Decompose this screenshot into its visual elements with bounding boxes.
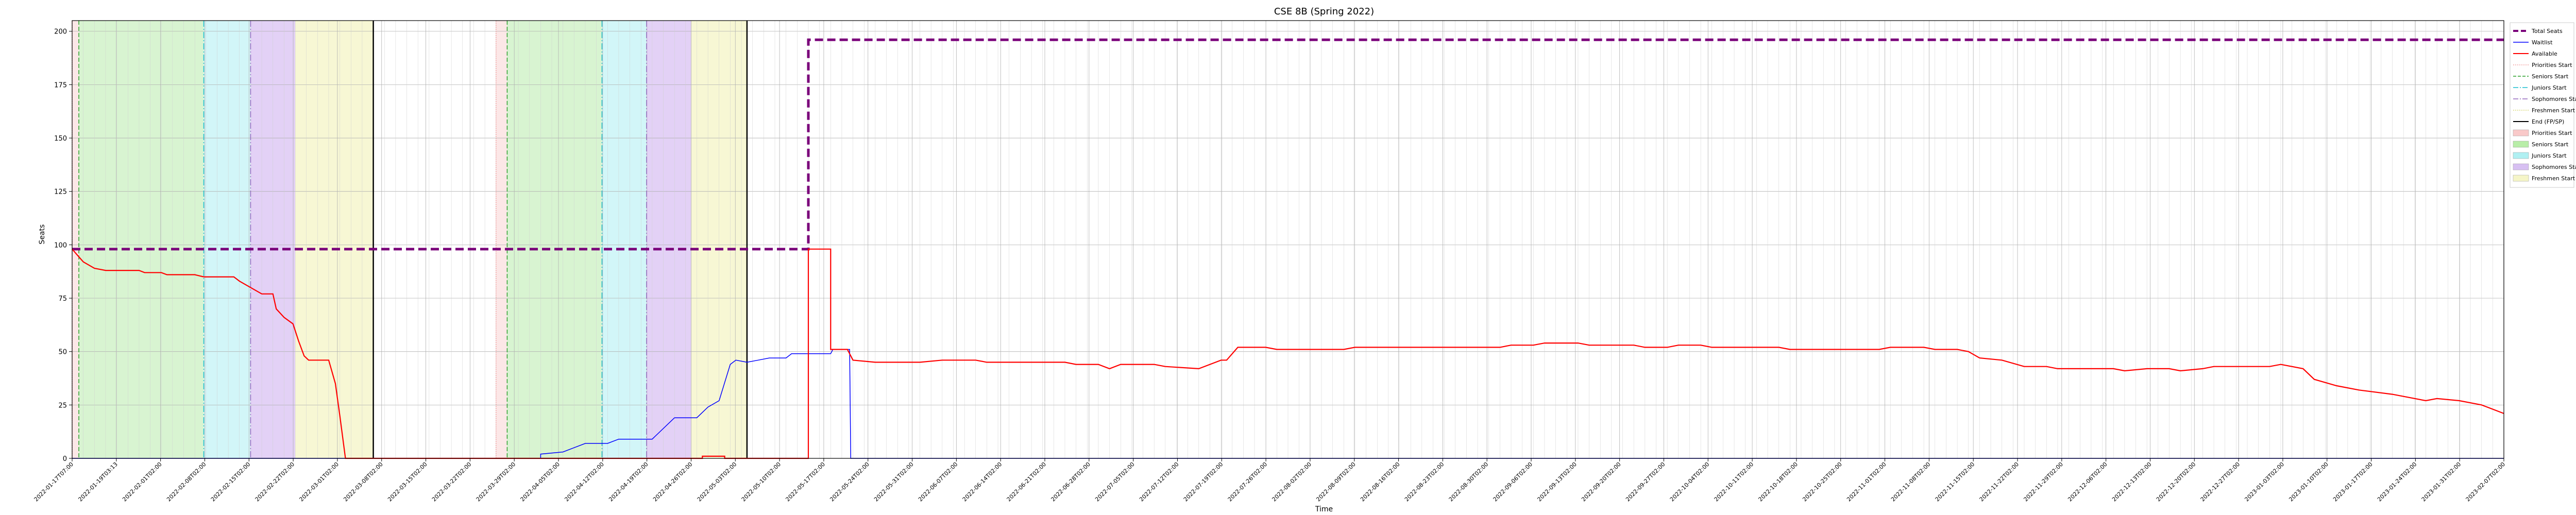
legend-swatch-13 — [2513, 175, 2529, 182]
y-axis-label: Seats — [38, 225, 46, 245]
shaded-region-8 — [647, 21, 691, 458]
legend-label-11: Juniors Start — [2531, 152, 2567, 159]
y-tick-label-5: 125 — [54, 188, 67, 196]
legend: Total Seats Waitlist Available Priorities S… — [2510, 22, 2576, 188]
legend-label-12: Sophomores Start — [2532, 164, 2576, 170]
legend-swatch-10 — [2513, 141, 2529, 148]
shaded-region-0 — [72, 21, 79, 458]
shaded-region-2 — [204, 21, 251, 458]
shaded-region-6 — [507, 21, 602, 458]
legend-box — [2510, 22, 2574, 188]
legend-label-7: Freshmen Start — [2532, 107, 2575, 114]
shaded-region-4 — [295, 21, 374, 458]
legend-swatch-11 — [2513, 152, 2529, 159]
series-line-total-seats — [72, 38, 2504, 251]
legend-label-4: Seniors Start — [2532, 73, 2569, 80]
y-tick-label-2: 50 — [58, 349, 67, 356]
x-axis-label: Time — [1315, 505, 1333, 513]
shaded-region-1 — [78, 21, 204, 458]
plot-frame — [72, 20, 2504, 459]
y-tick-label-6: 150 — [54, 135, 67, 143]
legend-label-6: Sophomores Start — [2532, 96, 2576, 102]
y-tick-label-0: 0 — [63, 455, 67, 463]
legend-label-9: Priorities Start — [2532, 130, 2572, 136]
legend-label-0: Total Seats — [2531, 28, 2563, 35]
shaded-region-5 — [496, 21, 507, 458]
legend-label-13: Freshmen Start — [2532, 175, 2575, 182]
legend-label-10: Seniors Start — [2532, 141, 2569, 148]
y-tick-label-7: 175 — [54, 81, 67, 89]
chart-title: CSE 8B (Spring 2022) — [1274, 6, 1374, 17]
y-tick-label-3: 75 — [58, 295, 67, 303]
y-tick-label-4: 100 — [54, 242, 67, 249]
legend-label-8: End (FP/SP) — [2532, 118, 2564, 125]
shaded-region-7 — [602, 21, 647, 458]
legend-label-2: Available — [2532, 50, 2557, 57]
legend-label-5: Juniors Start — [2531, 84, 2567, 91]
legend-swatch-12 — [2513, 163, 2529, 170]
y-tick-label-8: 200 — [54, 28, 67, 36]
y-tick-label-1: 25 — [58, 402, 67, 409]
series-line-available — [72, 248, 2504, 459]
legend-label-3: Priorities Start — [2532, 62, 2572, 68]
legend-swatch-9 — [2513, 129, 2529, 136]
series-line-waitlist — [72, 349, 2504, 459]
legend-label-1: Waitlist — [2532, 39, 2553, 46]
